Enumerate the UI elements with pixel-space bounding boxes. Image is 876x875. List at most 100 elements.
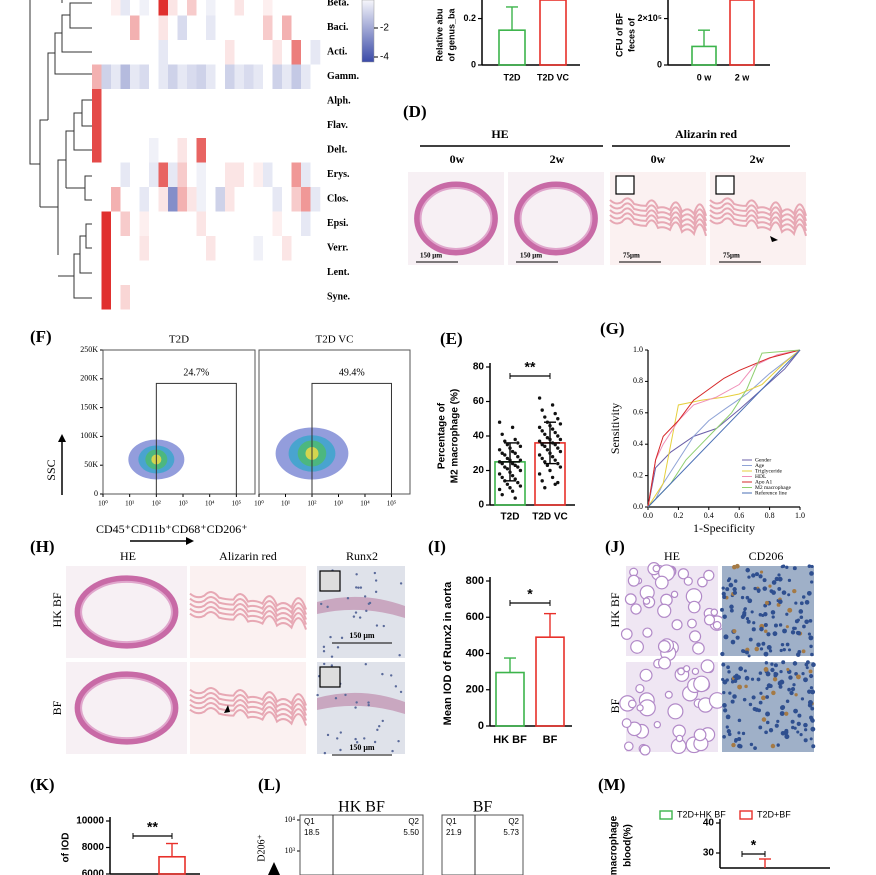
heatmap-cell	[244, 113, 254, 138]
alveolus	[691, 667, 700, 676]
data-point	[550, 403, 555, 407]
cell-nucleus	[730, 699, 735, 704]
cell-nucleus	[722, 690, 726, 695]
inset-thumbnail	[615, 175, 635, 195]
heatmap-cell	[92, 64, 102, 89]
heatmap-cell	[282, 260, 292, 285]
heatmap-cell	[196, 285, 207, 310]
y-tick-label: 8000	[82, 842, 105, 853]
heatmap-cell	[139, 40, 150, 65]
cell-nucleus	[726, 578, 731, 583]
cell-nucleus	[777, 577, 781, 581]
cell-nucleus	[394, 685, 398, 688]
cell-nucleus	[745, 650, 749, 655]
y-tick-label: 800	[466, 575, 484, 587]
cell-nucleus	[339, 731, 342, 734]
y-axis-label: Mean IOD of Runx2 in aorta	[442, 581, 454, 726]
heatmap-cell	[244, 138, 254, 163]
significance-label: **	[525, 359, 536, 375]
heatmap-cell	[301, 15, 311, 40]
heatmap-cell	[120, 285, 131, 310]
x-tick-label: 10⁵	[387, 500, 397, 508]
alveolus	[653, 720, 662, 729]
data-point	[540, 479, 544, 483]
quadrant-name: Q2	[508, 817, 519, 826]
cell-nucleus	[792, 683, 796, 687]
y-axis-label: macrophage	[609, 815, 620, 875]
heatmap-cell	[215, 285, 226, 310]
y-axis-label: feces of	[626, 17, 636, 52]
tissue-fiber	[189, 591, 307, 610]
heatmap-cell	[168, 285, 178, 310]
arrowhead	[58, 434, 66, 442]
data-point	[553, 430, 557, 435]
cell-nucleus	[378, 724, 381, 728]
histology-image	[620, 562, 725, 662]
heatmap-cell	[206, 236, 216, 261]
column-header: Alizarin red	[219, 549, 277, 563]
cell-nucleus	[798, 609, 804, 614]
heatmap-cell	[92, 285, 102, 310]
heatmap-cell	[215, 15, 226, 40]
heatmap-cell	[310, 236, 321, 261]
bar	[158, 855, 186, 875]
heatmap-cell	[101, 89, 112, 114]
heatmap-cell	[215, 236, 226, 261]
row-label: Delt.	[327, 145, 348, 156]
heatmap-cell	[120, 64, 131, 89]
heatmap-cell	[234, 40, 245, 65]
cell-nucleus	[764, 600, 769, 605]
cell-nucleus	[789, 690, 794, 696]
cell-nucleus	[737, 736, 742, 742]
cell-nucleus	[810, 706, 815, 711]
data-point	[513, 463, 517, 468]
heatmap-cell	[196, 138, 207, 163]
data-point	[503, 439, 507, 443]
data-point	[518, 444, 523, 449]
heatmap-cell	[101, 0, 112, 16]
cell-nucleus	[391, 749, 394, 753]
cell-nucleus	[725, 725, 729, 729]
heatmap-cell	[234, 89, 245, 114]
cell-nucleus	[809, 644, 813, 649]
row-label: Epsi.	[327, 218, 349, 229]
cell-nucleus	[766, 644, 772, 650]
heatmap-cell	[92, 260, 102, 285]
x-tick-label: 10⁰	[98, 500, 108, 508]
data-point	[513, 496, 517, 500]
cell-nucleus	[806, 590, 812, 596]
roc-curve	[647, 349, 801, 508]
heatmap-cell	[215, 211, 226, 236]
heatmap-cell	[130, 162, 140, 187]
cell-nucleus	[381, 672, 384, 676]
heatmap-cell	[301, 64, 311, 89]
cell-nucleus	[373, 571, 377, 575]
heatmap-cell	[130, 113, 140, 138]
data-point	[503, 453, 507, 457]
heatmap-cell	[130, 40, 140, 65]
cell-nucleus	[747, 654, 751, 658]
heatmap-cell	[234, 138, 245, 163]
cell-nucleus	[354, 706, 357, 709]
histology-image	[508, 172, 604, 265]
tissue-fiber	[709, 212, 807, 232]
quadrant-name: Q2	[408, 817, 419, 826]
heatmap-cell	[225, 89, 235, 114]
data-point	[500, 432, 504, 436]
heatmap-cell	[92, 0, 102, 16]
heatmap-cell	[92, 40, 102, 65]
data-point	[518, 468, 523, 473]
data-point	[553, 411, 557, 416]
heatmap-cell	[111, 138, 121, 163]
data-point	[518, 484, 523, 488]
heatmap-cell	[291, 40, 302, 65]
x-tick-label: 10⁵	[232, 500, 242, 508]
cell-nucleus	[796, 631, 802, 636]
cell-nucleus	[763, 623, 768, 628]
timepoint-label: 2w	[750, 152, 765, 166]
heatmap-cell	[168, 211, 178, 236]
heatmap-cell	[206, 64, 216, 89]
cell-nucleus	[765, 711, 771, 717]
heatmap-cell	[139, 113, 150, 138]
heatmap-cell	[272, 0, 283, 16]
